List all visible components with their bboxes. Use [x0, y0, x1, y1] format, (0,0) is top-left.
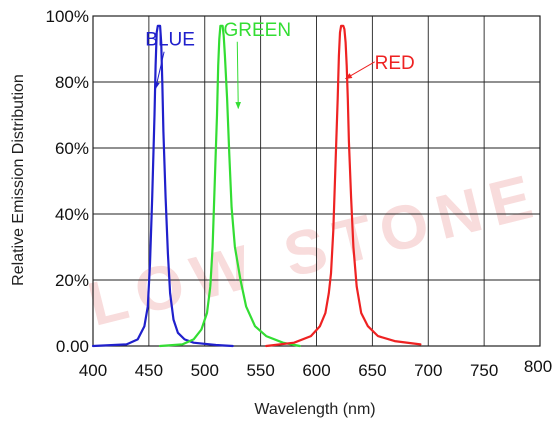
x-tick-label: 800	[524, 357, 552, 376]
y-tick-label: 20%	[55, 271, 89, 290]
x-axis-title: Wavelength (nm)	[254, 401, 375, 418]
x-tick-label: 400	[79, 361, 107, 380]
chart-annotations: BLUE GREEN RED	[145, 20, 415, 110]
x-tick-label: 700	[414, 361, 442, 380]
x-axis-ticks: 400 450 500 550 600 650 700 750 800	[79, 357, 552, 380]
annotation-arrow-red	[344, 61, 375, 80]
x-tick-label: 650	[358, 361, 386, 380]
annotation-arrow-blue	[154, 51, 165, 90]
annotation-arrow-green	[235, 41, 241, 110]
annotation-label-blue: BLUE	[145, 30, 195, 51]
series-line-blue	[91, 24, 234, 348]
x-tick-label: 600	[302, 361, 330, 380]
chart-series	[91, 24, 422, 348]
x-tick-label: 550	[246, 361, 274, 380]
y-axis-title: Relative Emission Distribution	[10, 74, 27, 286]
x-tick-label: 500	[191, 361, 219, 380]
y-axis-ticks: 0.00 20% 40% 60% 80% 100%	[46, 7, 89, 356]
y-tick-label: 100%	[46, 7, 89, 26]
series-line-green	[159, 24, 301, 348]
y-tick-label: 80%	[55, 73, 89, 92]
y-tick-label: 60%	[55, 139, 89, 158]
x-tick-label: 450	[135, 361, 163, 380]
y-tick-label: 0.00	[56, 337, 89, 356]
annotation-label-red: RED	[375, 53, 415, 74]
annotation-label-green: GREEN	[223, 20, 291, 41]
x-tick-label: 750	[470, 361, 498, 380]
series-line-red	[265, 24, 422, 348]
y-tick-label: 40%	[55, 205, 89, 224]
